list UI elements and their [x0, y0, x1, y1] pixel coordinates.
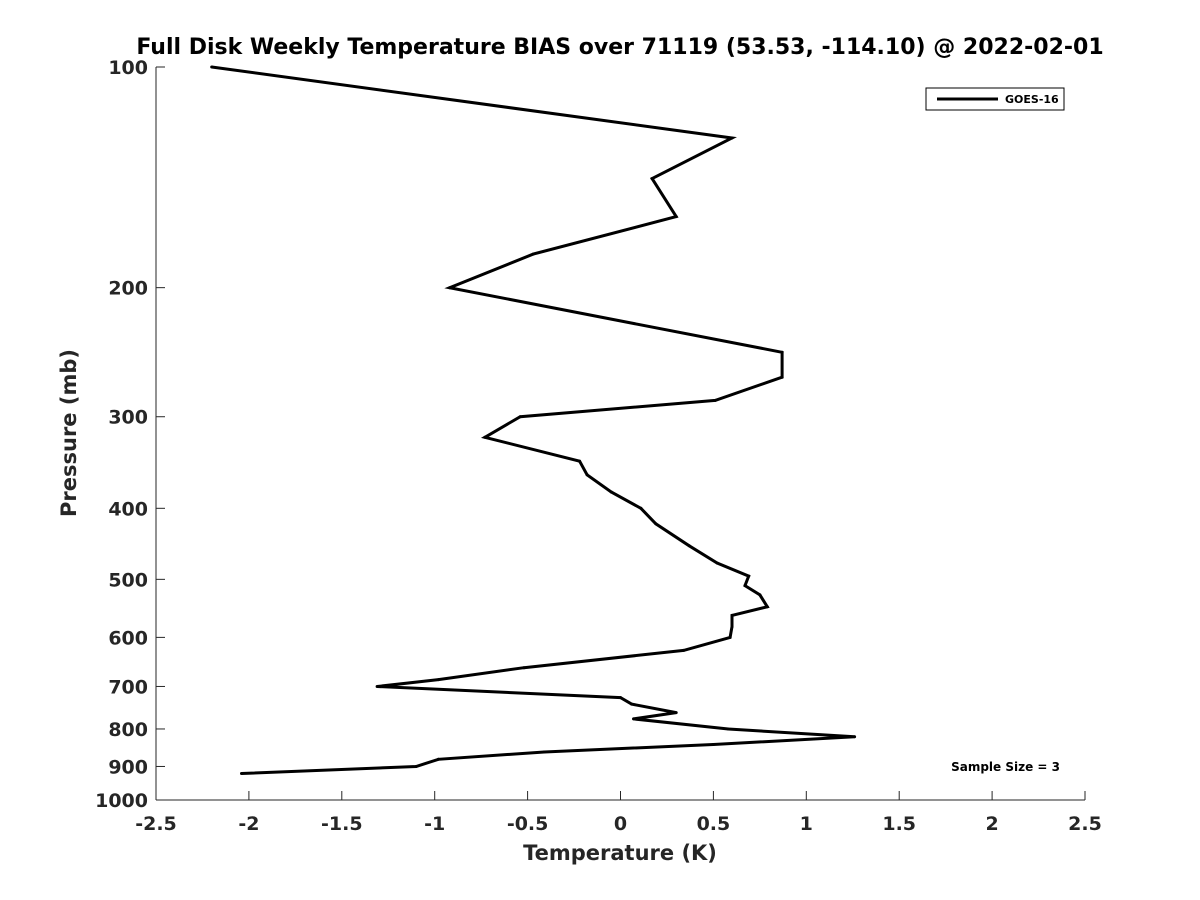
x-tick-label: 2: [985, 813, 998, 835]
series-line-goes-16: [211, 65, 855, 775]
y-tick-label: 100: [108, 57, 148, 79]
data-point: [632, 717, 635, 721]
data-point: [687, 544, 691, 548]
y-axis-ticks: 100 200 300 400 500 600 700 800 900 1000: [95, 57, 165, 812]
y-tick-label: 400: [108, 498, 148, 520]
data-point: [522, 666, 526, 670]
data-point: [780, 375, 784, 379]
series-group: [210, 65, 857, 775]
data-point: [715, 561, 719, 565]
data-point: [780, 350, 784, 354]
x-tick-label: 1.5: [882, 813, 916, 835]
data-point: [619, 696, 622, 700]
data-point: [674, 711, 678, 715]
y-tick-label: 200: [108, 278, 148, 300]
data-point: [375, 685, 379, 688]
data-point: [728, 635, 732, 639]
data-point: [713, 398, 717, 402]
x-tick-label: -0.5: [507, 813, 549, 835]
x-axis-label: Temperature (K): [523, 841, 717, 865]
data-point: [765, 605, 769, 609]
x-tick-label: -1: [424, 813, 445, 835]
data-point: [654, 522, 658, 526]
x-tick-label: -1.5: [321, 813, 363, 835]
data-point: [682, 648, 686, 652]
x-tick-label: 1: [800, 813, 813, 835]
y-tick-label: 900: [108, 756, 148, 778]
data-point: [585, 473, 589, 477]
plot-area: [156, 67, 1085, 800]
y-tick-label: 300: [108, 407, 148, 429]
data-point: [414, 765, 418, 768]
data-point: [436, 678, 440, 682]
y-axis-label: Pressure (mb): [57, 349, 81, 517]
x-tick-label: -2: [238, 813, 259, 835]
x-axis-ticks: -2.5 -2 -1.5 -1 -0.5 0 0.5 1 1.5 2 2.5: [135, 791, 1102, 835]
data-point: [743, 584, 747, 588]
data-point: [542, 750, 546, 754]
data-point: [758, 593, 762, 597]
data-point: [650, 177, 654, 181]
data-point: [730, 613, 734, 617]
x-tick-label: 0.5: [697, 813, 731, 835]
data-point: [639, 506, 643, 510]
chart-title: Full Disk Weekly Temperature BIAS over 7…: [136, 35, 1103, 60]
y-tick-label: 600: [108, 627, 148, 649]
x-tick-label: 2.5: [1068, 813, 1102, 835]
data-point: [711, 743, 715, 746]
data-point: [630, 702, 634, 706]
data-point: [609, 490, 613, 494]
data-point: [730, 625, 734, 629]
x-tick-label: 0: [614, 813, 627, 835]
data-point: [518, 415, 522, 419]
data-point: [578, 459, 582, 463]
data-point: [730, 136, 734, 140]
legend-label-goes-16: GOES-16: [1005, 93, 1059, 106]
data-point: [853, 735, 857, 739]
sample-size-annotation: Sample Size = 3: [951, 760, 1060, 774]
data-point: [448, 286, 452, 290]
y-tick-label: 800: [108, 719, 148, 741]
data-point: [483, 435, 487, 439]
data-point: [436, 757, 440, 761]
legend: GOES-16: [925, 87, 1065, 111]
y-tick-label: 700: [108, 676, 148, 698]
data-point: [747, 574, 751, 578]
y-tick-label: 1000: [95, 790, 148, 812]
data-point: [531, 252, 535, 256]
y-tick-label: 500: [108, 569, 148, 591]
data-point: [674, 215, 678, 219]
data-point: [726, 727, 730, 731]
data-point: [210, 65, 214, 69]
x-tick-label: -2.5: [135, 813, 177, 835]
data-point: [240, 772, 243, 775]
